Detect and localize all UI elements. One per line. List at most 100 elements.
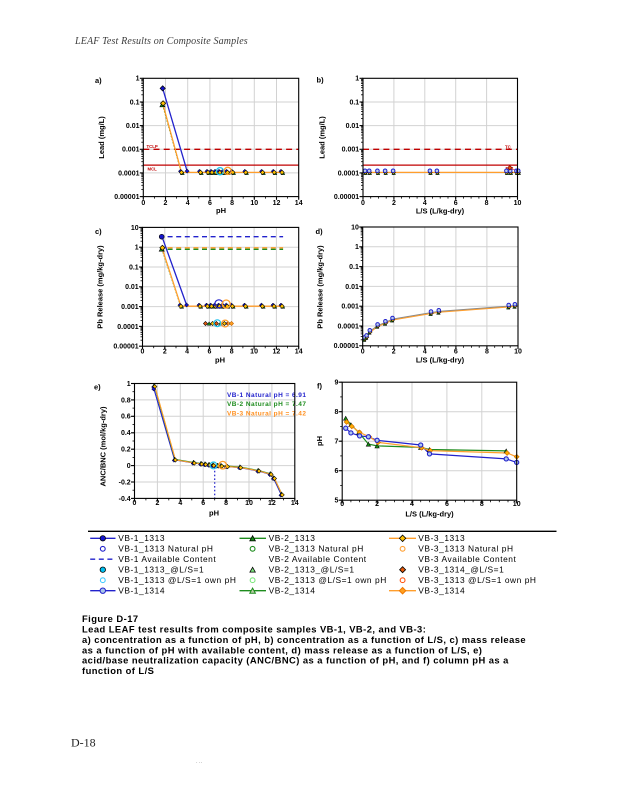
svg-text:e): e) [94,383,101,392]
svg-text:0: 0 [127,463,131,470]
svg-text:8: 8 [224,500,228,507]
svg-text:2: 2 [164,200,168,207]
svg-text:-0.4: -0.4 [119,496,131,503]
svg-text:Lead LEAF test results from co: Lead LEAF test results from composite sa… [82,624,426,635]
svg-text:-0.2: -0.2 [119,479,131,486]
svg-text:TC: TC [505,144,511,149]
svg-text:6: 6 [454,200,458,207]
svg-text:function of L/S: function of L/S [82,665,154,676]
svg-text:VB-1_1313_@L/S=1: VB-1_1313_@L/S=1 [118,564,204,574]
svg-text:TCLP: TCLP [147,144,158,149]
svg-text:0.001: 0.001 [121,304,139,311]
svg-text:0.1: 0.1 [129,264,139,271]
svg-text:VB-3_1313: VB-3_1313 [418,533,465,543]
svg-text:VB-3 Natural pH = 7.42: VB-3 Natural pH = 7.42 [227,410,306,417]
svg-text:0.6: 0.6 [121,414,131,421]
svg-text:2: 2 [155,500,159,507]
svg-text:VB-2_1313 Natural pH: VB-2_1313 Natural pH [269,544,364,554]
svg-text:14: 14 [295,349,303,356]
svg-text:10: 10 [245,500,253,507]
svg-text:0.2: 0.2 [121,447,131,454]
svg-text:0.00001: 0.00001 [114,194,139,201]
svg-text:as a function of pH with avail: as a function of pH with available conte… [82,644,482,655]
svg-text:b): b) [317,76,325,85]
svg-text:12: 12 [272,349,280,356]
svg-text:0: 0 [141,349,145,356]
svg-text:VB-3_1314: VB-3_1314 [418,585,465,595]
svg-text:pH: pH [315,436,324,446]
svg-text:6: 6 [201,500,205,507]
svg-text:2: 2 [375,501,379,508]
svg-text:7: 7 [334,439,338,446]
svg-text:0.00001: 0.00001 [113,344,138,351]
svg-text:0.0001: 0.0001 [117,324,139,331]
svg-text:2: 2 [163,349,167,356]
svg-text:4: 4 [423,200,427,207]
svg-text:0.00001: 0.00001 [334,194,359,201]
svg-text:VB-3_1314_@L/S=1: VB-3_1314_@L/S=1 [418,564,504,574]
svg-text:VB-2_1313 @L/S=1 own pH: VB-2_1313 @L/S=1 own pH [269,575,387,585]
svg-text:8: 8 [230,200,234,207]
svg-text:0.0001: 0.0001 [118,170,140,177]
svg-text:6: 6 [207,349,211,356]
svg-text:pH: pH [215,356,225,365]
svg-text:0.4: 0.4 [121,430,131,437]
svg-text:0.0001: 0.0001 [338,170,360,177]
svg-text:L/S (L/kg-dry): L/S (L/kg-dry) [416,206,465,215]
svg-text:0.001: 0.001 [342,147,360,154]
svg-text:4: 4 [423,349,427,356]
svg-text:Figure D-17: Figure D-17 [82,613,139,624]
svg-text:0.01: 0.01 [126,123,140,130]
svg-text:0.1: 0.1 [349,264,359,271]
svg-text:L/S (L/kg-dry): L/S (L/kg-dry) [416,356,465,365]
svg-text:0.01: 0.01 [345,284,359,291]
svg-text:VB-1_1313 @L/S=1 own pH: VB-1_1313 @L/S=1 own pH [118,575,236,585]
svg-text:VB-2_1313: VB-2_1313 [269,533,316,543]
svg-text:0: 0 [340,501,344,508]
svg-text:10: 10 [250,200,258,207]
svg-text:4: 4 [185,349,189,356]
svg-text:LEAF Test Results on Composite: LEAF Test Results on Composite Samples [74,36,248,47]
svg-text:8: 8 [485,349,489,356]
svg-text:6: 6 [334,468,338,475]
svg-text:10: 10 [250,349,258,356]
svg-text:0: 0 [361,200,365,207]
svg-text:0.00001: 0.00001 [334,343,359,350]
svg-text:0.001: 0.001 [122,147,140,154]
svg-text:4: 4 [410,501,414,508]
svg-text:8: 8 [230,349,234,356]
svg-text:VB-1_1314: VB-1_1314 [118,585,165,595]
svg-text:VB-2 Available Content: VB-2 Available Content [269,554,367,564]
svg-text:14: 14 [291,500,299,507]
svg-text:6: 6 [208,200,212,207]
svg-text:0: 0 [361,349,365,356]
svg-text:MCL: MCL [148,166,158,171]
svg-text:VB-1_1313 Natural pH: VB-1_1313 Natural pH [118,544,213,554]
svg-text:0.001: 0.001 [341,304,359,311]
svg-text:10: 10 [131,225,139,232]
svg-text:pH: pH [216,206,226,215]
svg-text:0.1: 0.1 [349,99,359,106]
svg-text:acid/base neutralization capac: acid/base neutralization capacity (ANC/B… [82,655,509,666]
svg-text:1: 1 [136,76,140,83]
svg-text:5: 5 [334,498,338,505]
svg-text:10: 10 [513,501,521,508]
svg-text:. ..: . .. [196,759,203,765]
svg-text:2: 2 [392,349,396,356]
svg-text:VB-2 Natural pH = 7.47: VB-2 Natural pH = 7.47 [227,401,306,408]
svg-text:ANC/BNC (mol/kg-dry): ANC/BNC (mol/kg-dry) [98,406,107,487]
svg-text:1: 1 [127,381,131,388]
svg-text:f): f) [317,382,322,391]
svg-text:1: 1 [135,245,139,252]
svg-text:0.01: 0.01 [346,123,360,130]
svg-text:8: 8 [480,501,484,508]
svg-text:Lead (mg/L): Lead (mg/L) [318,116,327,159]
svg-text:VB-1 Natural pH = 6.91: VB-1 Natural pH = 6.91 [227,392,306,399]
svg-text:10: 10 [514,349,522,356]
svg-text:c): c) [95,227,102,236]
svg-text:VB-1_1313: VB-1_1313 [118,533,165,543]
svg-text:4: 4 [186,200,190,207]
svg-text:12: 12 [268,500,276,507]
svg-text:8: 8 [485,200,489,207]
svg-text:6: 6 [445,501,449,508]
